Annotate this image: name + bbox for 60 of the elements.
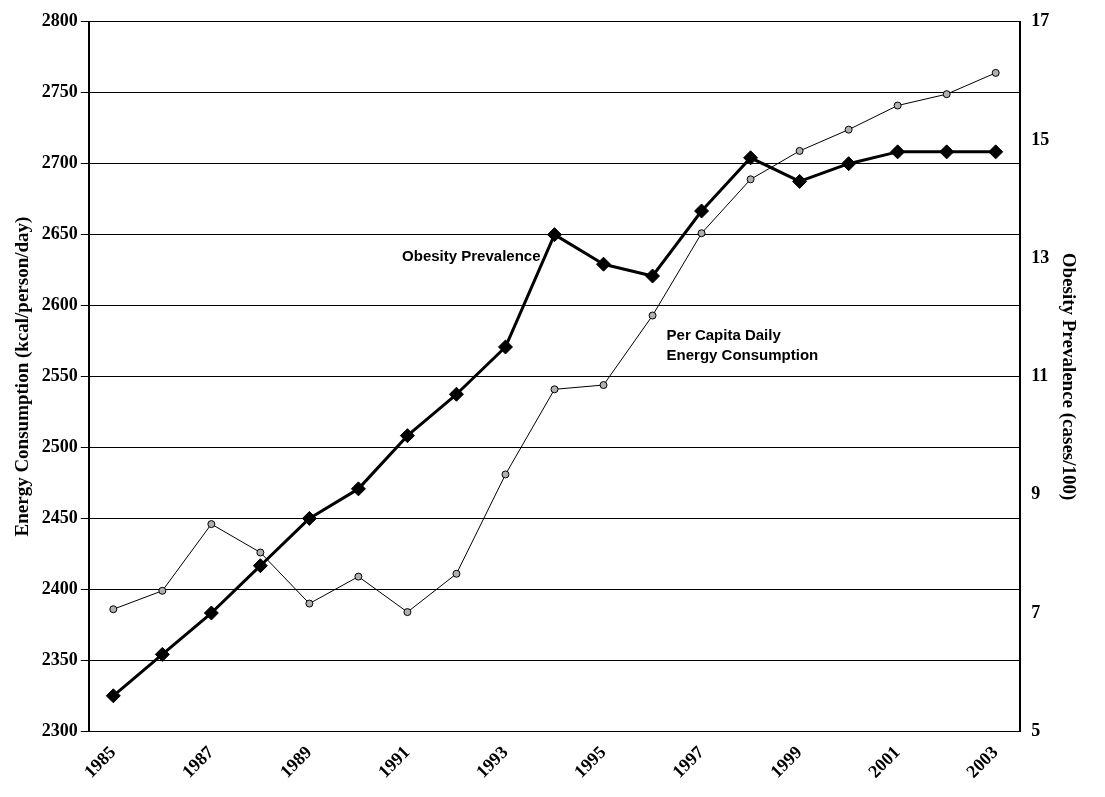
point — [501, 470, 510, 479]
y-axis-title: Energy Consumption (kcal/person/day) — [11, 216, 34, 537]
y2-tick-label: 11 — [1031, 365, 1049, 386]
point — [893, 101, 902, 110]
series-label: Per Capita Daily Energy Consumption — [666, 325, 819, 363]
y-tick-label: 2500 — [41, 436, 78, 457]
point — [203, 605, 219, 621]
point — [694, 203, 710, 219]
y-tick-label: 2750 — [41, 81, 78, 102]
y2-tick-label: 9 — [1031, 483, 1041, 504]
point — [109, 605, 118, 614]
point — [547, 227, 562, 243]
point — [452, 569, 461, 578]
y2-tick-label: 17 — [1031, 10, 1050, 31]
point — [648, 311, 657, 320]
point — [305, 599, 314, 608]
point — [448, 386, 464, 402]
point — [256, 548, 265, 557]
series-label: Obesity Prevalence — [402, 246, 541, 264]
y2-tick-label: 5 — [1031, 719, 1041, 740]
y-tick-label: 2400 — [41, 578, 78, 599]
point — [795, 146, 804, 155]
point — [550, 385, 559, 394]
y-tick-label: 2800 — [41, 10, 78, 31]
y-tick-label: 2450 — [41, 507, 78, 528]
point — [301, 510, 317, 526]
y2-axis-title: Obesity Prevalence (cases/100) — [1057, 252, 1080, 501]
point — [252, 558, 268, 574]
point — [988, 144, 1004, 160]
point — [403, 608, 412, 617]
point — [841, 156, 857, 172]
point — [350, 481, 366, 497]
point — [890, 144, 906, 160]
point — [792, 173, 808, 189]
point — [154, 646, 170, 662]
point — [942, 90, 951, 99]
point — [596, 256, 612, 272]
point — [991, 68, 1000, 77]
point — [497, 339, 513, 355]
point — [939, 144, 955, 160]
point — [399, 428, 415, 444]
y-tick-label: 2700 — [41, 152, 78, 173]
point — [207, 520, 216, 529]
point — [844, 125, 853, 134]
point — [105, 688, 121, 704]
y2-tick-label: 15 — [1031, 128, 1050, 149]
y2-tick-label: 7 — [1031, 601, 1041, 622]
point — [697, 229, 706, 238]
y-tick-label: 2300 — [41, 719, 78, 740]
y-tick-label: 2350 — [41, 648, 78, 669]
point — [158, 586, 167, 595]
y2-tick-label: 13 — [1031, 246, 1050, 267]
point — [354, 572, 363, 581]
y-tick-label: 2650 — [41, 223, 78, 244]
point — [746, 175, 755, 184]
point — [599, 381, 608, 390]
y-tick-label: 2550 — [41, 365, 78, 386]
point — [743, 150, 759, 166]
y-tick-label: 2600 — [41, 294, 78, 315]
point — [645, 268, 661, 284]
